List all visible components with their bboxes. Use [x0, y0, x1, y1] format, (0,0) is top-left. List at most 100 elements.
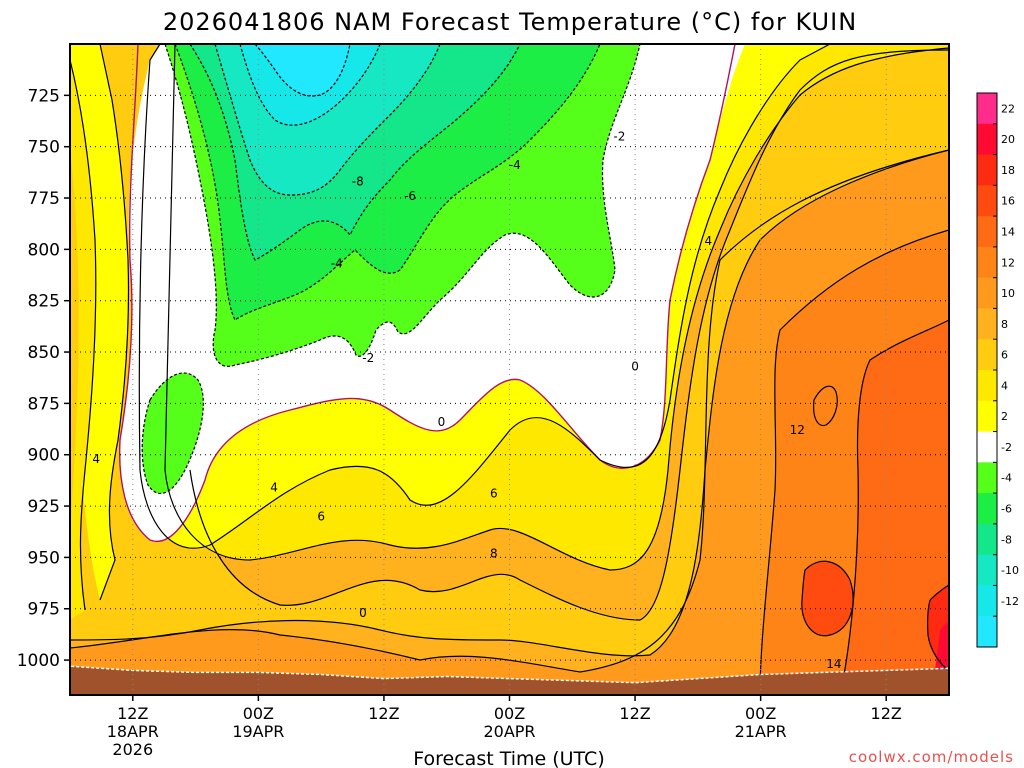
colorbar-label: 6 [1001, 349, 1008, 362]
y-tick-label: 975 [28, 600, 60, 620]
x-tick-label: 12Z [117, 704, 148, 723]
contour-line-14 [839, 319, 949, 695]
contour-label: 4 [705, 234, 713, 248]
contour-line-neg2 [164, 44, 641, 367]
colorbar-label: -8 [1001, 533, 1012, 546]
contour-label: 12 [790, 423, 805, 437]
colorbar-swatch [977, 523, 997, 556]
y-tick-label: 950 [28, 548, 60, 568]
contour-line-4-left [70, 59, 97, 611]
grid-lines [70, 44, 949, 695]
contour-line-2-left [99, 44, 130, 601]
contour-label: -4 [331, 257, 343, 271]
colorbar-label: 20 [1001, 133, 1015, 146]
contour-label: -6 [404, 189, 416, 203]
contour-line-neg6 [189, 44, 521, 261]
contour-line-neg2-blob [141, 372, 204, 495]
x-tick-label: 2026 [112, 740, 153, 759]
y-tick-label: 900 [28, 446, 60, 466]
contour-label: 0 [631, 359, 639, 373]
y-tick-label: 825 [28, 292, 60, 312]
colorbar-label: 12 [1001, 256, 1015, 269]
contour-line-10 [70, 149, 949, 673]
contour-label: 6 [317, 509, 325, 523]
x-tick-label: 00Z [494, 704, 525, 723]
contour-line-6 [189, 49, 949, 621]
contour-line-8 [70, 149, 949, 657]
chart-title: 2026041806 NAM Forecast Temperature (°C)… [163, 8, 857, 36]
fill-16-18 [801, 561, 854, 636]
contour-label: 0 [359, 606, 367, 620]
contour-line-12 [759, 229, 949, 695]
x-tick-label: 00Z [243, 704, 274, 723]
fill-4-6-left [70, 60, 96, 620]
colorbar-label: 8 [1001, 318, 1008, 331]
colorbar-swatch [977, 400, 997, 433]
contour-line-neg10 [239, 44, 381, 126]
contour-label: -2 [613, 129, 625, 143]
colorbar-label: -12 [1001, 595, 1019, 608]
x-tick-label: 20APR [483, 722, 535, 741]
colorbar-swatch [977, 585, 997, 617]
contour-label: 6 [490, 487, 498, 501]
colorbar-label: -2 [1001, 441, 1012, 454]
colorbar-swatch [977, 154, 997, 186]
contour-labels: -8 -6 -4 -2 -4 -2 0 0 4 4 4 6 6 8 0 12 14 [92, 129, 841, 671]
contour-lines [70, 44, 949, 695]
colorbar-label: 18 [1001, 164, 1015, 177]
colorbar-label: -4 [1001, 472, 1012, 485]
y-tick-label: 775 [28, 189, 60, 209]
x-tick-label: 18APR [107, 722, 159, 741]
colorbar-swatch [977, 277, 997, 309]
colorbar-swatch [977, 493, 997, 525]
contour-label: -8 [352, 175, 364, 189]
x-tick-label: 12Z [619, 704, 650, 723]
x-tick-label: 19APR [232, 722, 284, 741]
colorbar-label: -10 [1001, 564, 1019, 577]
contour-line-4 [164, 44, 949, 571]
credit-text: coolwx.com/models [849, 748, 1014, 766]
contour-line-2 [138, 44, 831, 549]
y-tick-label: 1000 [17, 651, 60, 671]
plot-area: -8 -6 -4 -2 -4 -2 0 0 4 4 4 6 6 8 0 12 14 [70, 44, 949, 695]
colorbar-swatch [977, 462, 997, 494]
colorbar-swatch [977, 370, 997, 402]
y-tick-label: 800 [28, 240, 60, 260]
colorbar-label: 4 [1001, 379, 1008, 392]
colorbar-swatch [977, 554, 997, 586]
colorbar-label: 14 [1001, 226, 1015, 239]
colorbar-label: 22 [1001, 102, 1015, 115]
ground-surface [70, 665, 949, 695]
y-tick-label: 750 [28, 138, 60, 158]
colorbar-swatch [977, 246, 997, 279]
contour-line-neg8 [214, 44, 441, 196]
contour-line-16 [801, 560, 854, 637]
contour-label: 8 [490, 546, 498, 560]
colorbar-swatch [977, 123, 997, 156]
colorbar-label: -6 [1001, 503, 1012, 516]
colorbar-swatch [977, 93, 997, 125]
y-tick-label: 850 [28, 343, 60, 363]
contour-label: -4 [509, 158, 521, 172]
x-axis-label: Forecast Time (UTC) [413, 748, 604, 768]
fill-20-22 [935, 620, 949, 672]
colorbar-swatch [977, 339, 997, 371]
contour-label: -2 [362, 351, 374, 365]
colorbar-label: 2 [1001, 410, 1008, 423]
y-axis: 725 750 775 800 825 850 875 900 925 950 975 1000 [17, 86, 70, 671]
colorbar-swatch [977, 185, 997, 217]
x-tick-label: 12Z [368, 704, 399, 723]
fill-6-8-left [70, 150, 79, 540]
colorbar-label: 16 [1001, 195, 1015, 208]
y-tick-label: 725 [28, 86, 60, 106]
colorbar-swatch [977, 216, 997, 248]
x-tick-label: 12Z [871, 704, 902, 723]
contour-label: 4 [270, 481, 278, 495]
colorbar: 22 20 18 16 14 12 10 8 6 4 2 -2 -4 -6 -8 -10 -12 [976, 92, 1019, 648]
fill-14-16 [840, 320, 949, 695]
contour-line-neg12 [254, 44, 351, 97]
contour-line-neg4 [174, 44, 601, 321]
y-tick-label: 925 [28, 497, 60, 517]
colorbar-swatch [977, 308, 997, 340]
